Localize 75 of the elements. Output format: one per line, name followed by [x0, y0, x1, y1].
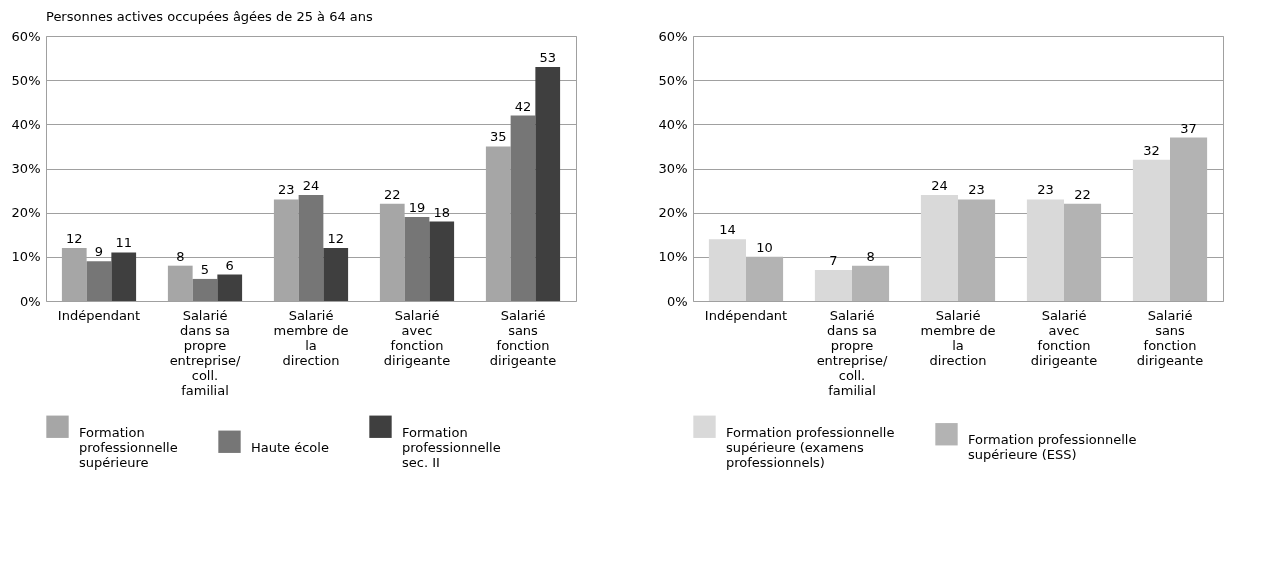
data-label: 9	[94, 244, 104, 260]
x-tick-label: Indépendant	[704, 307, 788, 323]
chart-title: Personnes actives occupées âgées de 25 à 64 ans	[46, 9, 374, 24]
bar	[1064, 203, 1102, 301]
bar	[192, 278, 218, 301]
legend-label: Haute école	[251, 439, 329, 455]
x-tick-label: Salarié sans fonction dirigeante	[489, 307, 557, 368]
bar	[429, 221, 455, 301]
bar	[298, 195, 324, 301]
data-label: 7	[829, 253, 838, 269]
data-label: 14	[719, 222, 736, 238]
bar	[111, 252, 137, 301]
bar	[323, 248, 349, 301]
y-tick-label: 20%	[11, 205, 41, 221]
legend-label: Formation professionnelle supérieure (ESS)	[968, 432, 1137, 463]
bar	[1132, 159, 1170, 301]
data-label: 22	[1074, 186, 1091, 202]
x-tick-label: Salarié avec fonction dirigeante	[1030, 307, 1098, 368]
bar	[510, 115, 536, 301]
data-label: 8	[866, 248, 875, 264]
x-tick-label: Salarié avec fonction dirigeante	[383, 307, 451, 368]
data-label: 37	[1180, 120, 1197, 136]
y-tick-label: 30%	[658, 161, 688, 176]
bar	[86, 261, 112, 301]
x-tick-label: Salarié dans sa propre entreprise/ coll. familial	[816, 307, 888, 398]
x-tick-label: Salarié membre de la direction	[920, 307, 996, 368]
data-label: 18	[433, 204, 451, 220]
bar	[852, 265, 890, 301]
data-label: 12	[327, 231, 345, 246]
y-tick-label: 10%	[11, 249, 41, 265]
data-label: 8	[176, 248, 185, 264]
data-label: 35	[489, 129, 507, 145]
bar	[746, 256, 784, 301]
y-tick-label: 50%	[658, 72, 688, 88]
bar	[920, 195, 958, 301]
data-label: 42	[514, 98, 532, 114]
data-label: 10	[756, 239, 773, 255]
data-label: 6	[225, 257, 234, 273]
data-label: 23	[1037, 182, 1054, 198]
legend-label: Formation professionnelle sec. II	[402, 424, 501, 470]
data-label: 23	[277, 182, 295, 198]
data-label: 12	[65, 231, 83, 246]
y-tick-label: 60%	[658, 28, 688, 44]
data-label: 19	[408, 200, 426, 216]
bar	[404, 217, 430, 301]
y-tick-label: 30%	[11, 161, 41, 176]
data-label: 23	[968, 182, 985, 198]
legend-label: Formation professionnelle supérieure (examens professionnels)	[726, 424, 895, 470]
bar	[958, 199, 996, 301]
bar	[708, 239, 746, 301]
data-label: 53	[539, 49, 557, 65]
data-label: 24	[302, 178, 320, 193]
bar	[1170, 137, 1208, 301]
bar	[535, 66, 561, 301]
bar	[1026, 199, 1064, 301]
y-tick-label: 0%	[19, 293, 41, 309]
data-label: 24	[931, 178, 948, 193]
x-tick-label: Salarié sans fonction dirigeante	[1136, 307, 1204, 368]
data-label: 11	[115, 235, 133, 251]
data-label: 32	[1143, 142, 1160, 158]
y-tick-label: 40%	[11, 116, 41, 132]
y-tick-label: 0%	[666, 293, 688, 309]
y-tick-label: 40%	[658, 116, 688, 132]
x-tick-label: Indépendant	[57, 307, 141, 323]
x-tick-label: Salarié dans sa propre entreprise/ coll. familial	[169, 307, 241, 398]
y-tick-label: 50%	[11, 72, 41, 88]
y-tick-label: 10%	[658, 249, 688, 265]
data-label: 22	[383, 186, 401, 202]
data-label: 5	[200, 261, 210, 277]
bar	[217, 274, 243, 301]
legend-label: Formation professionnelle supérieure	[79, 424, 178, 470]
bar	[814, 270, 852, 301]
x-tick-label: Salarié membre de la direction	[273, 307, 349, 368]
y-tick-label: 20%	[658, 205, 688, 221]
y-tick-label: 60%	[11, 28, 41, 44]
